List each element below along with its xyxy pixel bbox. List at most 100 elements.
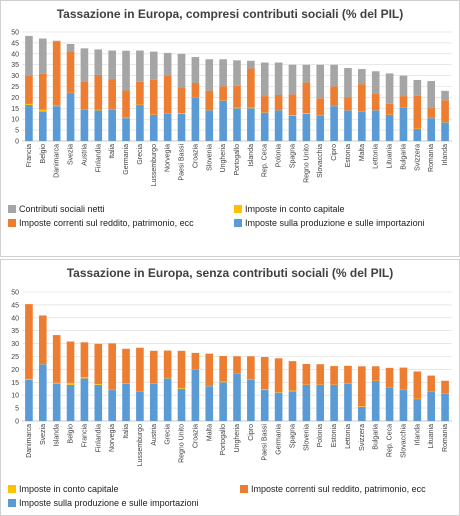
bar-segment-contributi: [38, 38, 47, 74]
y-tick-label: 50: [11, 30, 19, 37]
x-tick-label: Ungheria: [220, 144, 227, 173]
y-tick-label: 45: [11, 40, 19, 47]
bar-segment-reddito: [358, 366, 366, 407]
bar-segment-reddito: [344, 365, 352, 384]
bar-segment-produzione: [163, 378, 172, 421]
bar-segment-contributi: [191, 57, 200, 84]
y-tick-label: 20: [11, 367, 19, 374]
x-tick-label: Lussemburgo: [151, 144, 158, 187]
bar-segment-reddito: [136, 347, 144, 392]
bar-segment-capitale: [288, 115, 297, 116]
bar-segment-contributi: [260, 62, 269, 97]
bar-segment-reddito: [385, 367, 394, 388]
y-tick-label: 50: [11, 290, 19, 297]
y-tick-label: 35: [11, 328, 19, 335]
y-tick-label: 0: [15, 419, 19, 426]
bar-segment-contributi: [149, 51, 158, 80]
bar-segment-produzione: [94, 384, 103, 421]
bar-segment-capitale: [52, 382, 61, 384]
bar-segment-produzione: [38, 111, 47, 141]
bar-segment-reddito: [94, 74, 103, 110]
bar-segment-capitale: [358, 406, 366, 407]
bar-segment-produzione: [441, 393, 449, 421]
bar-segment-produzione: [219, 100, 227, 141]
chart-1-legend: Contributi sociali netti Imposte in cont…: [8, 204, 425, 228]
bar-segment-produzione: [344, 383, 352, 421]
x-tick-label: Slovenia: [303, 424, 310, 451]
y-tick-label: 25: [11, 354, 19, 361]
x-tick-label: Norvegia: [109, 424, 116, 452]
bar-segment-reddito: [371, 93, 380, 111]
bar-segment-reddito: [66, 341, 75, 383]
bar-segment-capitale: [52, 105, 61, 107]
x-tick-label: Italia: [109, 144, 116, 159]
bar-segment-produzione: [441, 122, 449, 141]
x-tick-label: Estonia: [331, 424, 338, 447]
bar-segment-contributi: [385, 73, 394, 104]
bar-segment-produzione: [219, 382, 227, 421]
bar-segment-produzione: [191, 369, 200, 421]
x-tick-label: Irlanda: [442, 144, 449, 166]
bar-segment-produzione: [427, 118, 436, 141]
x-tick-label: Danimarca: [26, 424, 33, 458]
x-tick-label: Slovacchia: [400, 424, 407, 458]
x-tick-label: Cipro: [248, 424, 255, 441]
bar-segment-reddito: [302, 82, 311, 114]
bar-segment-reddito: [247, 68, 255, 108]
bar-segment-reddito: [288, 361, 297, 391]
bar-segment-contributi: [25, 35, 33, 76]
bar-segment-contributi: [177, 53, 186, 89]
bar-segment-produzione: [385, 114, 394, 141]
chart-1-plot: 0 5 10 15 20 25 30 35 40 45 50 Francia Belgio Danimar…: [11, 30, 452, 187]
legend-swatch-contributi: [8, 205, 16, 213]
bar-segment-capitale: [25, 378, 33, 380]
x-tick-label: Bulgaria: [400, 144, 407, 170]
legend-swatch-capitale: [234, 205, 242, 213]
bar-segment-reddito: [191, 83, 200, 98]
bar-segment-produzione: [371, 381, 380, 421]
x-tick-label: Regno Unito: [179, 424, 186, 463]
y-tick-label: 20: [11, 95, 19, 102]
x-tick-label: Francia: [26, 144, 33, 167]
bar-segment-contributi: [233, 60, 241, 86]
bar-segment-contributi: [122, 50, 130, 91]
bar-segment-produzione: [94, 110, 103, 141]
bar-segment-reddito: [233, 356, 241, 374]
x-tick-label: Spagna: [289, 144, 296, 168]
bar-segment-reddito: [80, 342, 89, 378]
x-tick-label: Finlandia: [95, 144, 102, 173]
bar-segment-produzione: [288, 391, 297, 421]
x-tick-label: Malta: [359, 144, 366, 161]
bar-segment-reddito: [233, 85, 241, 108]
bar-segment-reddito: [136, 81, 144, 105]
y-tick-label: 30: [11, 341, 19, 348]
bar-segment-contributi: [330, 64, 338, 87]
y-tick-label: 15: [11, 380, 19, 387]
x-tick-label: Svizzera: [359, 424, 366, 451]
bar-segment-reddito: [274, 95, 283, 111]
bar-segment-contributi: [427, 81, 436, 109]
bar-segment-reddito: [219, 86, 227, 101]
bar-segment-capitale: [94, 384, 103, 385]
bar-segment-reddito: [38, 315, 47, 364]
bar-segment-reddito: [52, 335, 61, 383]
bar-segment-reddito: [260, 96, 269, 113]
bar-segment-produzione: [25, 379, 33, 421]
bar-segment-produzione: [288, 115, 297, 141]
bar-segment-contributi: [219, 59, 227, 87]
bar-segment-reddito: [80, 81, 89, 110]
bar-segment-produzione: [427, 391, 436, 421]
bar-segment-reddito: [371, 366, 380, 381]
bar-segment-reddito: [274, 358, 283, 393]
bar-segment-capitale: [94, 109, 103, 111]
x-tick-label: Irlanda: [414, 424, 421, 446]
bar-segment-reddito: [441, 100, 449, 123]
bar-segment-produzione: [399, 107, 408, 141]
bar-segment-produzione: [413, 129, 422, 141]
bar-segment-produzione: [122, 383, 130, 421]
bar-segment-capitale: [247, 107, 255, 109]
bar-segment-produzione: [260, 390, 269, 421]
bar-segment-capitale: [80, 377, 89, 379]
chart-2-legend: Imposte in conto capitale Imposte corren…: [8, 484, 426, 508]
bar-segment-produzione: [358, 111, 366, 141]
